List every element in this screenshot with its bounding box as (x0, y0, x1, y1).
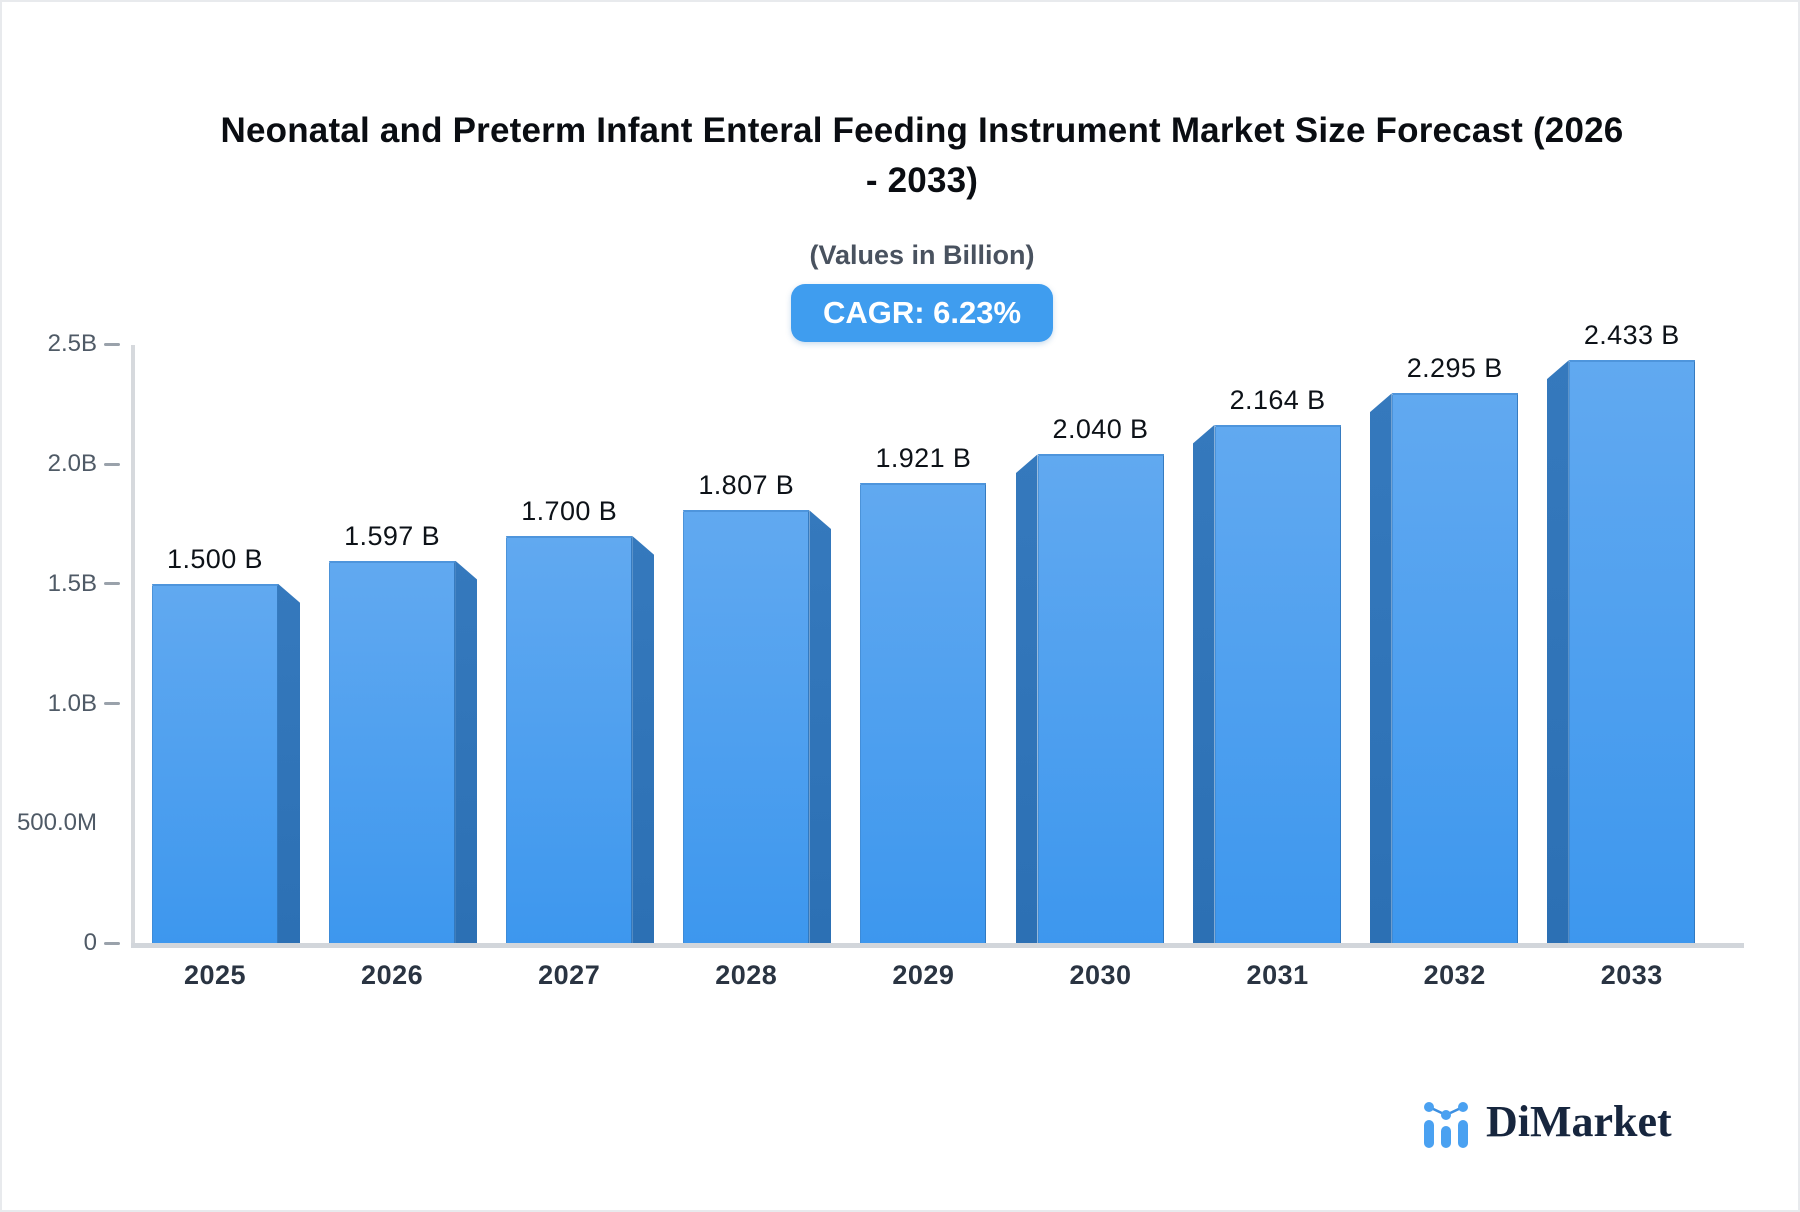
y-tick-label: 0 (83, 929, 97, 956)
x-tick-label: 2030 (1069, 960, 1132, 990)
y-tick-dash (104, 702, 120, 705)
y-tick-label: 2.0B (47, 450, 97, 477)
y-tick-dash (104, 941, 120, 945)
x-tick-label: 2027 (538, 960, 601, 990)
bar (1214, 424, 1341, 943)
x-tick-label: 2028 (715, 960, 778, 990)
bar (1037, 454, 1164, 943)
bar-3d-side (1369, 393, 1392, 943)
x-tick-label: 2029 (892, 960, 955, 990)
bar-value-label: 1.807 B (698, 470, 795, 501)
y-axis-line (131, 345, 135, 948)
mini-bar-chart-icon (1424, 1102, 1468, 1148)
y-tick-label: 1.0B (47, 689, 97, 717)
bar (1568, 360, 1695, 943)
y-tick-label: 500.0M (16, 809, 97, 837)
x-tick-label: 2032 (1423, 960, 1486, 990)
bar-3d-side (632, 535, 655, 943)
chart-header: Neonatal and Preterm Infant Enteral Feed… (2, 2, 1798, 342)
y-tick-dash (104, 582, 120, 586)
y-tick-dash (104, 342, 120, 346)
cagr-badge: CAGR: 6.23% (790, 284, 1054, 342)
page-title-line1: Neonatal and Preterm Infant Enteral Feed… (220, 111, 1624, 150)
bar-value-label: 1.700 B (521, 495, 618, 526)
bar-value-label: 2.295 B (1406, 353, 1503, 384)
bar-value-label: 1.921 B (875, 442, 972, 473)
bar-3d-side (1192, 424, 1215, 943)
logo-text: DiMarket (1486, 1097, 1672, 1146)
bar (1391, 393, 1518, 943)
page-title-line2: - 2033) (865, 161, 979, 200)
bar (860, 482, 987, 943)
bar (683, 510, 810, 943)
bar (152, 583, 278, 943)
bar-value-label: 1.597 B (344, 520, 441, 551)
bar-value-label: 2.433 B (1583, 320, 1680, 351)
bar-3d-side (455, 560, 478, 943)
bar-value-label: 2.040 B (1052, 414, 1149, 445)
x-axis-baseline (131, 943, 1744, 948)
x-tick-label: 2033 (1600, 960, 1663, 990)
chart-subtitle: (Values in Billion) (809, 240, 1035, 270)
bar-3d-side (809, 510, 832, 943)
y-tick-label: 2.5B (47, 330, 97, 358)
bar-3d-side (1546, 360, 1569, 943)
dimarket-logo: DiMarket (1420, 1094, 1672, 1150)
x-tick-label: 2031 (1246, 960, 1309, 990)
x-tick-label: 2025 (183, 960, 247, 990)
y-tick-label: 1.5B (47, 569, 97, 597)
bar-3d-side (1015, 454, 1038, 943)
bar (329, 560, 456, 943)
x-tick-label: 2026 (361, 960, 424, 990)
bar-value-label: 1.500 B (167, 543, 263, 574)
bar (506, 535, 633, 943)
bar-3d-side (278, 583, 300, 943)
bar-value-label: 2.164 B (1229, 384, 1326, 415)
y-tick-dash (104, 462, 120, 466)
